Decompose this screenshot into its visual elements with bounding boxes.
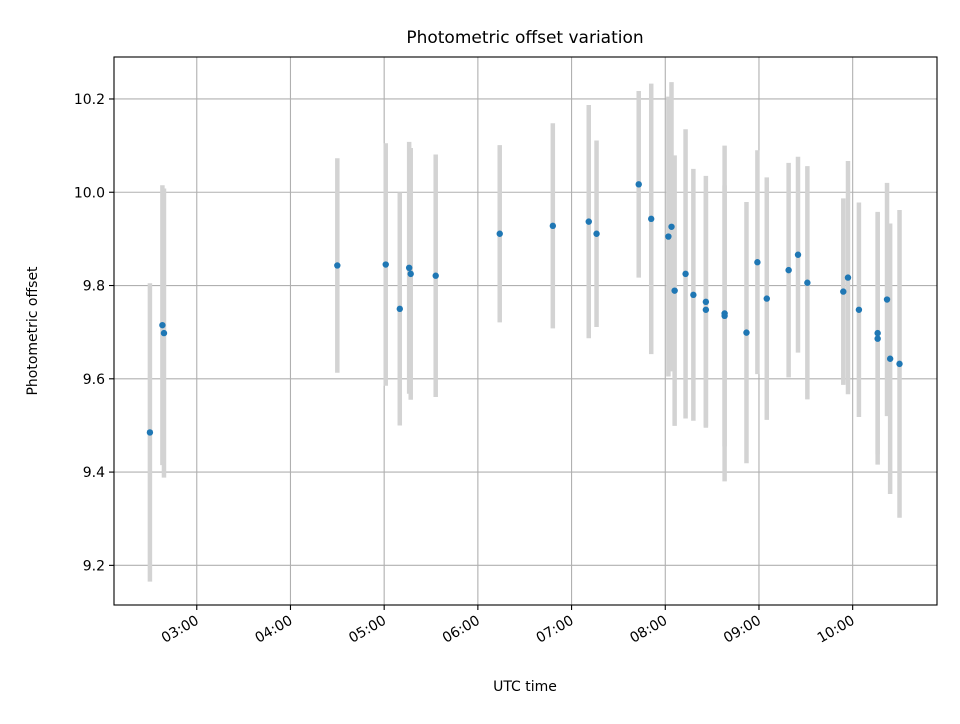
data-point [159,321,166,329]
point-layer [146,181,903,436]
data-point [743,329,750,336]
data-point [840,288,847,295]
data-point [334,262,341,269]
data-point [668,223,675,230]
data-point [593,230,600,237]
x-axis-label: UTC time [493,679,557,695]
data-point [585,218,592,225]
data-point [407,270,414,278]
data-point [855,306,863,313]
data-point [146,429,154,436]
data-point [804,279,811,286]
data-point [665,233,672,240]
y-tick-label: 9.4 [83,465,105,481]
data-point [874,335,881,342]
data-point [549,222,557,230]
data-point [648,215,655,223]
data-point [702,298,710,306]
data-point [382,261,389,268]
data-point [432,272,439,279]
y-tick-label: 9.8 [83,279,105,295]
data-point [496,230,503,237]
data-point [874,329,881,337]
y-axis-label: Photometric offset [25,266,41,396]
data-point [682,270,689,278]
chart-title: Photometric offset variation [406,28,643,48]
data-point [754,259,761,266]
plot-frame [113,56,938,606]
data-point [721,312,728,320]
y-tick-label: 9.6 [83,372,105,388]
y-tick-label: 10.0 [74,185,105,201]
data-point [886,355,894,362]
data-point [690,291,697,299]
data-point [844,274,852,281]
data-point [160,329,168,337]
y-tick-label: 9.2 [83,558,105,574]
data-point [763,295,770,302]
data-point [785,266,792,274]
data-point [396,305,403,313]
data-point [794,251,802,258]
data-point [883,296,891,303]
y-tick-label: 10.2 [74,92,105,108]
y-axis-ticks: 9.2 9.4 9.6 9.8 10.0 10.2 [74,92,114,574]
data-point [896,360,903,368]
data-point [635,181,642,188]
data-point [671,287,678,294]
data-point [405,264,413,272]
data-point [702,306,710,313]
